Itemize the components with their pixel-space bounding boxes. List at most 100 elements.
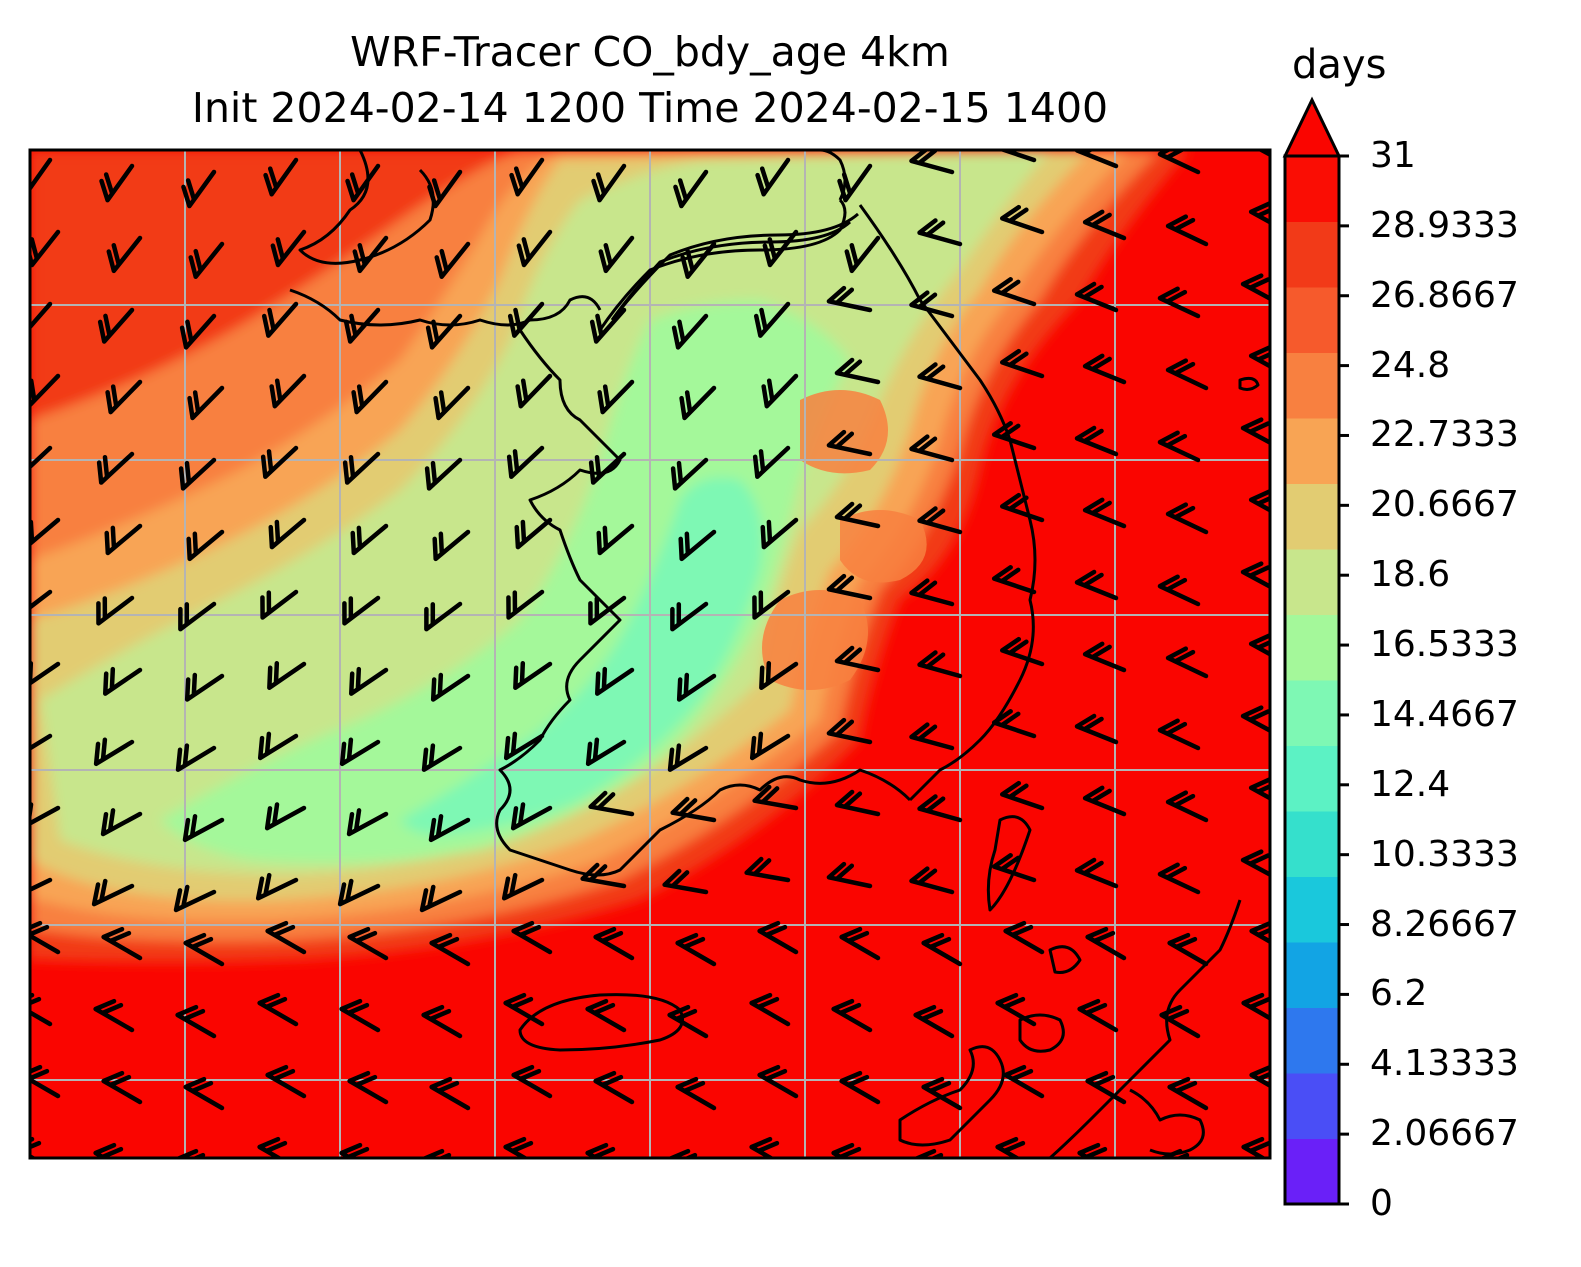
wind-barb	[1157, 286, 1201, 319]
wind-barb	[30, 373, 61, 409]
wind-barb	[834, 357, 881, 385]
wind-barb	[183, 1076, 225, 1111]
wind-barb	[755, 157, 791, 197]
wind-barb	[105, 379, 143, 415]
wind-barb	[752, 589, 791, 620]
wind-barb	[744, 856, 791, 883]
wind-barb	[913, 1004, 955, 1039]
wind-barb	[917, 650, 963, 679]
wind-barb	[513, 660, 553, 691]
wind-barb	[260, 445, 299, 479]
wind-barb	[1167, 1076, 1209, 1111]
wind-barb	[678, 529, 717, 562]
wind-barb	[760, 517, 799, 550]
wind-barb	[429, 1076, 471, 1111]
wind-barb	[1157, 718, 1201, 751]
colorbar-tick-label: 28.9333	[1370, 204, 1519, 246]
wind-barb	[1000, 204, 1045, 235]
wind-barb	[1003, 920, 1045, 955]
wind-barb	[595, 666, 635, 696]
wind-barb	[106, 235, 143, 274]
colorbar-segment	[1285, 1073, 1339, 1139]
wind-barb	[30, 301, 53, 338]
wind-barb	[101, 926, 143, 961]
colorbar-tick-label: 22.7333	[1370, 414, 1519, 456]
colorbar-tick-label: 0	[1370, 1183, 1393, 1224]
wind-barb	[1085, 1070, 1127, 1105]
wind-barb	[1000, 636, 1045, 667]
colorbar-segment	[1285, 287, 1339, 353]
colorbar-tick-label: 26.8667	[1370, 274, 1519, 316]
wind-barb	[591, 163, 627, 203]
wind-barb	[501, 872, 545, 901]
wind-barb	[598, 235, 635, 274]
wind-barb	[30, 731, 53, 761]
wind-barb	[662, 868, 709, 895]
wind-barb	[588, 595, 627, 626]
wind-barb	[593, 1070, 635, 1105]
wind-barb	[345, 163, 381, 203]
wind-barb	[917, 506, 963, 535]
wind-barb	[30, 157, 53, 197]
wind-barb	[1082, 209, 1127, 241]
wind-barb	[1240, 417, 1270, 451]
wind-barb	[995, 992, 1037, 1027]
wind-barb	[175, 1004, 217, 1039]
wind-barb	[1167, 932, 1209, 967]
wind-barb	[679, 385, 717, 421]
wind-barb	[1085, 926, 1127, 961]
wind-barb	[97, 307, 135, 344]
colorbar-tick-label: 20.6667	[1370, 484, 1519, 526]
wind-barb	[503, 731, 545, 761]
colorbar-extend-arrow	[1282, 96, 1342, 158]
wind-barb	[427, 169, 463, 209]
wind-barb	[1240, 849, 1270, 883]
colorbar-segment	[1285, 1138, 1339, 1205]
wind-barb	[351, 379, 389, 415]
wind-barb	[30, 992, 53, 1027]
wind-barb	[514, 517, 553, 550]
wind-barb	[503, 992, 545, 1027]
wind-barb	[588, 451, 627, 485]
wind-barb	[430, 672, 471, 702]
wind-barb	[839, 1070, 881, 1105]
colorbar-units-label: days	[1292, 42, 1387, 88]
wind-barb	[1074, 857, 1119, 889]
wind-barb	[1074, 281, 1119, 313]
wind-barb	[667, 1004, 709, 1039]
wind-barb	[834, 501, 881, 529]
wind-barb	[186, 529, 225, 562]
coastlines	[289, 150, 1260, 1158]
wind-barb	[749, 731, 791, 761]
wind-barb	[673, 169, 709, 209]
tracer-field-contours	[30, 150, 1190, 963]
wind-barb	[515, 373, 553, 409]
colorbar-tick-label: 6.2	[1370, 973, 1428, 1015]
wind-barb	[429, 932, 471, 967]
colorbar-tick-label: 8.26667	[1370, 903, 1519, 945]
wind-barb	[826, 285, 873, 313]
colorbar-segment	[1285, 549, 1339, 615]
wind-barb	[93, 998, 135, 1033]
wind-barb	[179, 313, 217, 350]
colorbar-tick-label: 16.5333	[1370, 624, 1519, 666]
colorbar-tick-label: 10.3333	[1370, 833, 1519, 875]
colorbar-segment	[1285, 156, 1339, 222]
wind-barb	[421, 1004, 463, 1039]
contour-core-cyan	[400, 477, 763, 835]
wind-barb	[270, 229, 307, 268]
wind-barb	[30, 445, 53, 479]
wind-barb	[91, 878, 135, 907]
wind-barb	[1240, 561, 1270, 595]
wind-barb	[844, 235, 881, 274]
wind-barb	[255, 872, 299, 901]
wind-barb	[419, 884, 463, 913]
wind-barb	[188, 241, 225, 280]
wind-barb	[173, 884, 217, 913]
map-area	[30, 150, 1270, 1158]
wind-barb	[909, 866, 955, 895]
wind-barb	[991, 277, 1037, 307]
wind-barb	[339, 737, 381, 767]
wind-barb	[676, 672, 717, 702]
